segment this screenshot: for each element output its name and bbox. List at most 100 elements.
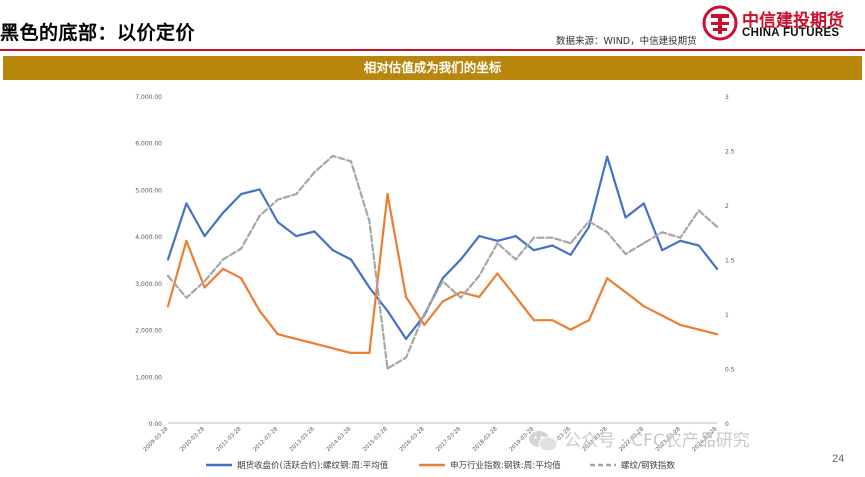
page-title: 黑色的底部：以价定价	[0, 22, 196, 44]
series-0-point	[313, 230, 316, 233]
series-1-point	[423, 323, 426, 326]
series-0-point	[569, 253, 572, 256]
header-rule	[0, 49, 865, 51]
series-1-point	[496, 272, 499, 275]
logo-en-text: CHINA FUTURES	[742, 27, 840, 39]
series-1-point	[240, 277, 243, 280]
series-2-point	[606, 231, 609, 234]
y2-tick-label: 2	[725, 203, 729, 210]
series-2-point	[459, 296, 462, 299]
series-1-point	[404, 295, 408, 298]
series-0-point	[606, 155, 609, 158]
x-tick-label: 2011-03-28	[216, 426, 243, 453]
series-1-point	[587, 319, 591, 322]
series-1-point	[295, 337, 298, 341]
y2-tick-label: 2.5	[725, 149, 735, 156]
legend-label-2: 螺纹/钢铁指数	[621, 460, 675, 471]
series-0-point	[368, 286, 371, 289]
series-0-point	[185, 202, 188, 205]
series-2-point	[331, 154, 334, 158]
series-0-point	[642, 202, 645, 205]
series-2-point	[624, 252, 627, 256]
series-2-point	[203, 280, 206, 283]
y-tick-label: 3,000.00	[135, 281, 162, 288]
x-tick-label: 2012-03-28	[252, 426, 279, 453]
y2-tick-label: 1.5	[725, 258, 735, 265]
series-1-point	[276, 333, 279, 336]
series-2-point	[661, 231, 664, 234]
series-2-point	[715, 225, 719, 228]
legend-label-1: 申万行业指数:钢铁:周:平均值	[450, 460, 561, 471]
series-0-point	[496, 239, 499, 242]
y2-tick-label: 0	[725, 421, 729, 428]
y2-tick-label: 0.5	[725, 367, 735, 374]
x-tick-label: 2016-03-28	[399, 426, 426, 453]
series-0-point	[276, 221, 279, 224]
series-2-point	[221, 258, 225, 261]
series-0-point	[295, 235, 298, 238]
series-2-point	[679, 236, 682, 239]
series-1-point	[606, 277, 609, 280]
logo-cn-text: 中信建投期货	[742, 11, 844, 31]
y-tick-label: 0.00	[149, 421, 163, 428]
series-0-point	[715, 267, 719, 270]
series-1-point	[532, 319, 536, 322]
series-1-point	[715, 333, 719, 336]
series-0-point	[532, 249, 536, 252]
y2-tick-label: 1	[725, 312, 729, 319]
series-2-point	[587, 220, 591, 223]
series-0-point	[331, 249, 334, 252]
watermark-text: 公众号 · CFC农产品研究	[564, 431, 750, 451]
series-line-1	[166, 192, 719, 354]
series-1-point	[166, 305, 170, 308]
series-1-point	[514, 295, 517, 298]
series-2-point	[240, 247, 243, 250]
series-2-point	[404, 356, 408, 359]
series-2-point	[697, 209, 700, 212]
series-2-point	[496, 242, 499, 245]
series-1-point	[441, 300, 444, 303]
series-0-point	[404, 337, 408, 341]
series-1-point	[697, 328, 700, 331]
series-0-point	[587, 225, 591, 228]
series-1-point	[185, 239, 188, 242]
series-0-point	[697, 244, 700, 247]
series-2-point	[185, 296, 188, 299]
x-tick-label: 2010-03-28	[179, 426, 206, 453]
y-tick-label: 4,000.00	[135, 234, 162, 241]
series-2-point	[368, 220, 371, 223]
page-number: 24	[832, 453, 845, 465]
y-tick-label: 5,000.00	[135, 187, 162, 194]
series-0-point	[386, 309, 389, 312]
series-1-point	[459, 291, 462, 294]
series-1-point	[569, 328, 572, 331]
series-0-point	[661, 249, 664, 252]
series-2-point	[551, 236, 554, 239]
series-1-point	[331, 347, 334, 350]
series-1-point	[478, 295, 481, 298]
series-1-point	[661, 314, 664, 317]
y-tick-label: 6,000.00	[135, 141, 162, 148]
dual-axis-line-chart: 0.00 1,000.00 2,000.00 3,000.00 4,000.00 5,00…	[135, 94, 735, 471]
series-0-point	[514, 235, 517, 238]
x-tick-label: 2013-03-28	[289, 426, 316, 453]
series-2-point	[642, 242, 645, 245]
series-0-point	[203, 235, 206, 238]
series-0-point	[166, 258, 170, 261]
x-tick-label: 2014-03-28	[326, 426, 353, 453]
series-2-point	[569, 242, 572, 245]
series-1-point	[368, 351, 371, 355]
series-2-point	[423, 312, 426, 316]
x-tick-label: 2017-03-28	[435, 426, 462, 453]
series-1-point	[551, 319, 554, 322]
series-0-point	[459, 258, 462, 261]
series-0-point	[258, 188, 261, 191]
x-tick-label: 2009-03-28	[143, 426, 170, 453]
section-banner: 相对估值成为我们的坐标	[3, 56, 862, 80]
series-1-point	[203, 286, 206, 289]
series-1-point	[642, 305, 645, 308]
series-0-point	[349, 258, 353, 261]
watermark: 公众号 · CFC农产品研究	[528, 426, 750, 456]
y-tick-label: 1,000.00	[135, 374, 162, 381]
legend-label-0: 期货收盘价(活跃合约):螺纹钢:周:平均值	[237, 460, 389, 471]
